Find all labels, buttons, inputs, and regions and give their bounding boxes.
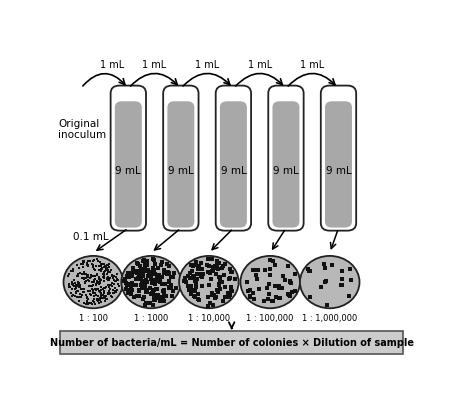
FancyBboxPatch shape bbox=[60, 331, 402, 354]
Text: 9 mL: 9 mL bbox=[325, 166, 350, 176]
FancyBboxPatch shape bbox=[215, 86, 251, 231]
Text: 1 mL: 1 mL bbox=[299, 60, 324, 70]
Text: 1 mL: 1 mL bbox=[99, 60, 124, 70]
FancyBboxPatch shape bbox=[267, 86, 303, 231]
Text: 1 mL: 1 mL bbox=[142, 60, 166, 70]
FancyBboxPatch shape bbox=[110, 86, 146, 231]
Circle shape bbox=[299, 256, 359, 308]
Text: 9 mL: 9 mL bbox=[115, 166, 141, 176]
Circle shape bbox=[121, 256, 180, 308]
Text: 1 : 100: 1 : 100 bbox=[78, 314, 107, 323]
Text: 1 : 10,000: 1 : 10,000 bbox=[188, 314, 230, 323]
FancyBboxPatch shape bbox=[320, 86, 355, 231]
Text: 9 mL: 9 mL bbox=[272, 166, 298, 176]
Text: inoculum: inoculum bbox=[58, 130, 106, 140]
FancyBboxPatch shape bbox=[115, 101, 142, 228]
Text: 9 mL: 9 mL bbox=[220, 166, 246, 176]
FancyBboxPatch shape bbox=[324, 101, 351, 228]
Text: 1 mL: 1 mL bbox=[194, 60, 219, 70]
FancyBboxPatch shape bbox=[163, 86, 198, 231]
Text: Number of bacteria/mL = Number of colonies × Dilution of sample: Number of bacteria/mL = Number of coloni… bbox=[50, 338, 413, 348]
Circle shape bbox=[179, 256, 238, 308]
Text: 9 mL: 9 mL bbox=[168, 166, 193, 176]
Text: 1 mL: 1 mL bbox=[247, 60, 271, 70]
Text: 1 : 1,000,000: 1 : 1,000,000 bbox=[301, 314, 357, 323]
Text: 0.1 mL: 0.1 mL bbox=[73, 232, 109, 242]
Text: Original: Original bbox=[58, 119, 99, 129]
FancyBboxPatch shape bbox=[220, 101, 246, 228]
FancyBboxPatch shape bbox=[167, 101, 194, 228]
Text: 1 : 100,000: 1 : 100,000 bbox=[246, 314, 293, 323]
FancyBboxPatch shape bbox=[272, 101, 299, 228]
Circle shape bbox=[240, 256, 299, 308]
Text: 1 : 1000: 1 : 1000 bbox=[133, 314, 168, 323]
Circle shape bbox=[63, 256, 123, 308]
